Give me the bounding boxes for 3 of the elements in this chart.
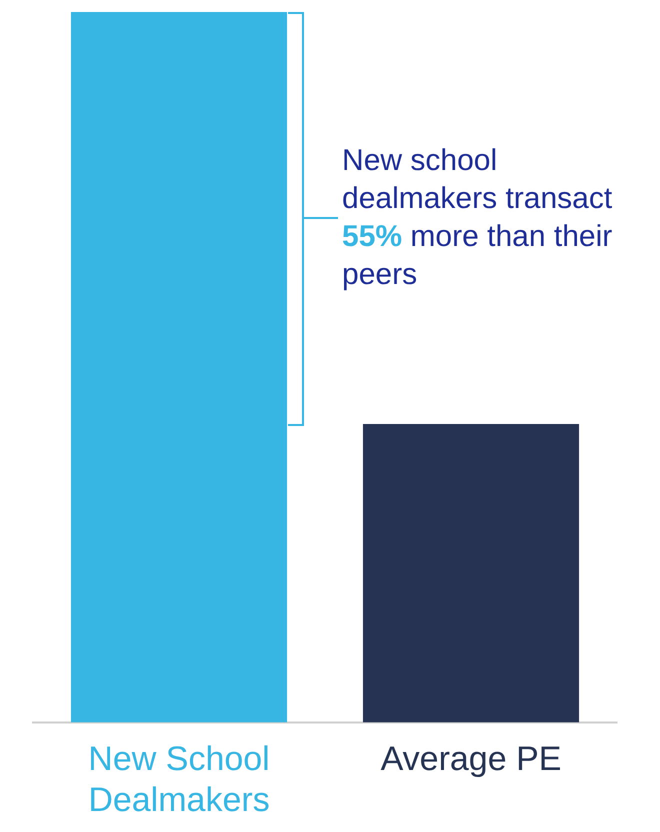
- x-tick-label: New School Dealmakers: [88, 740, 270, 819]
- x-tick-label: Average PE: [380, 740, 562, 778]
- text: New school dealmakers transact 55% more than their peers: [342, 144, 612, 292]
